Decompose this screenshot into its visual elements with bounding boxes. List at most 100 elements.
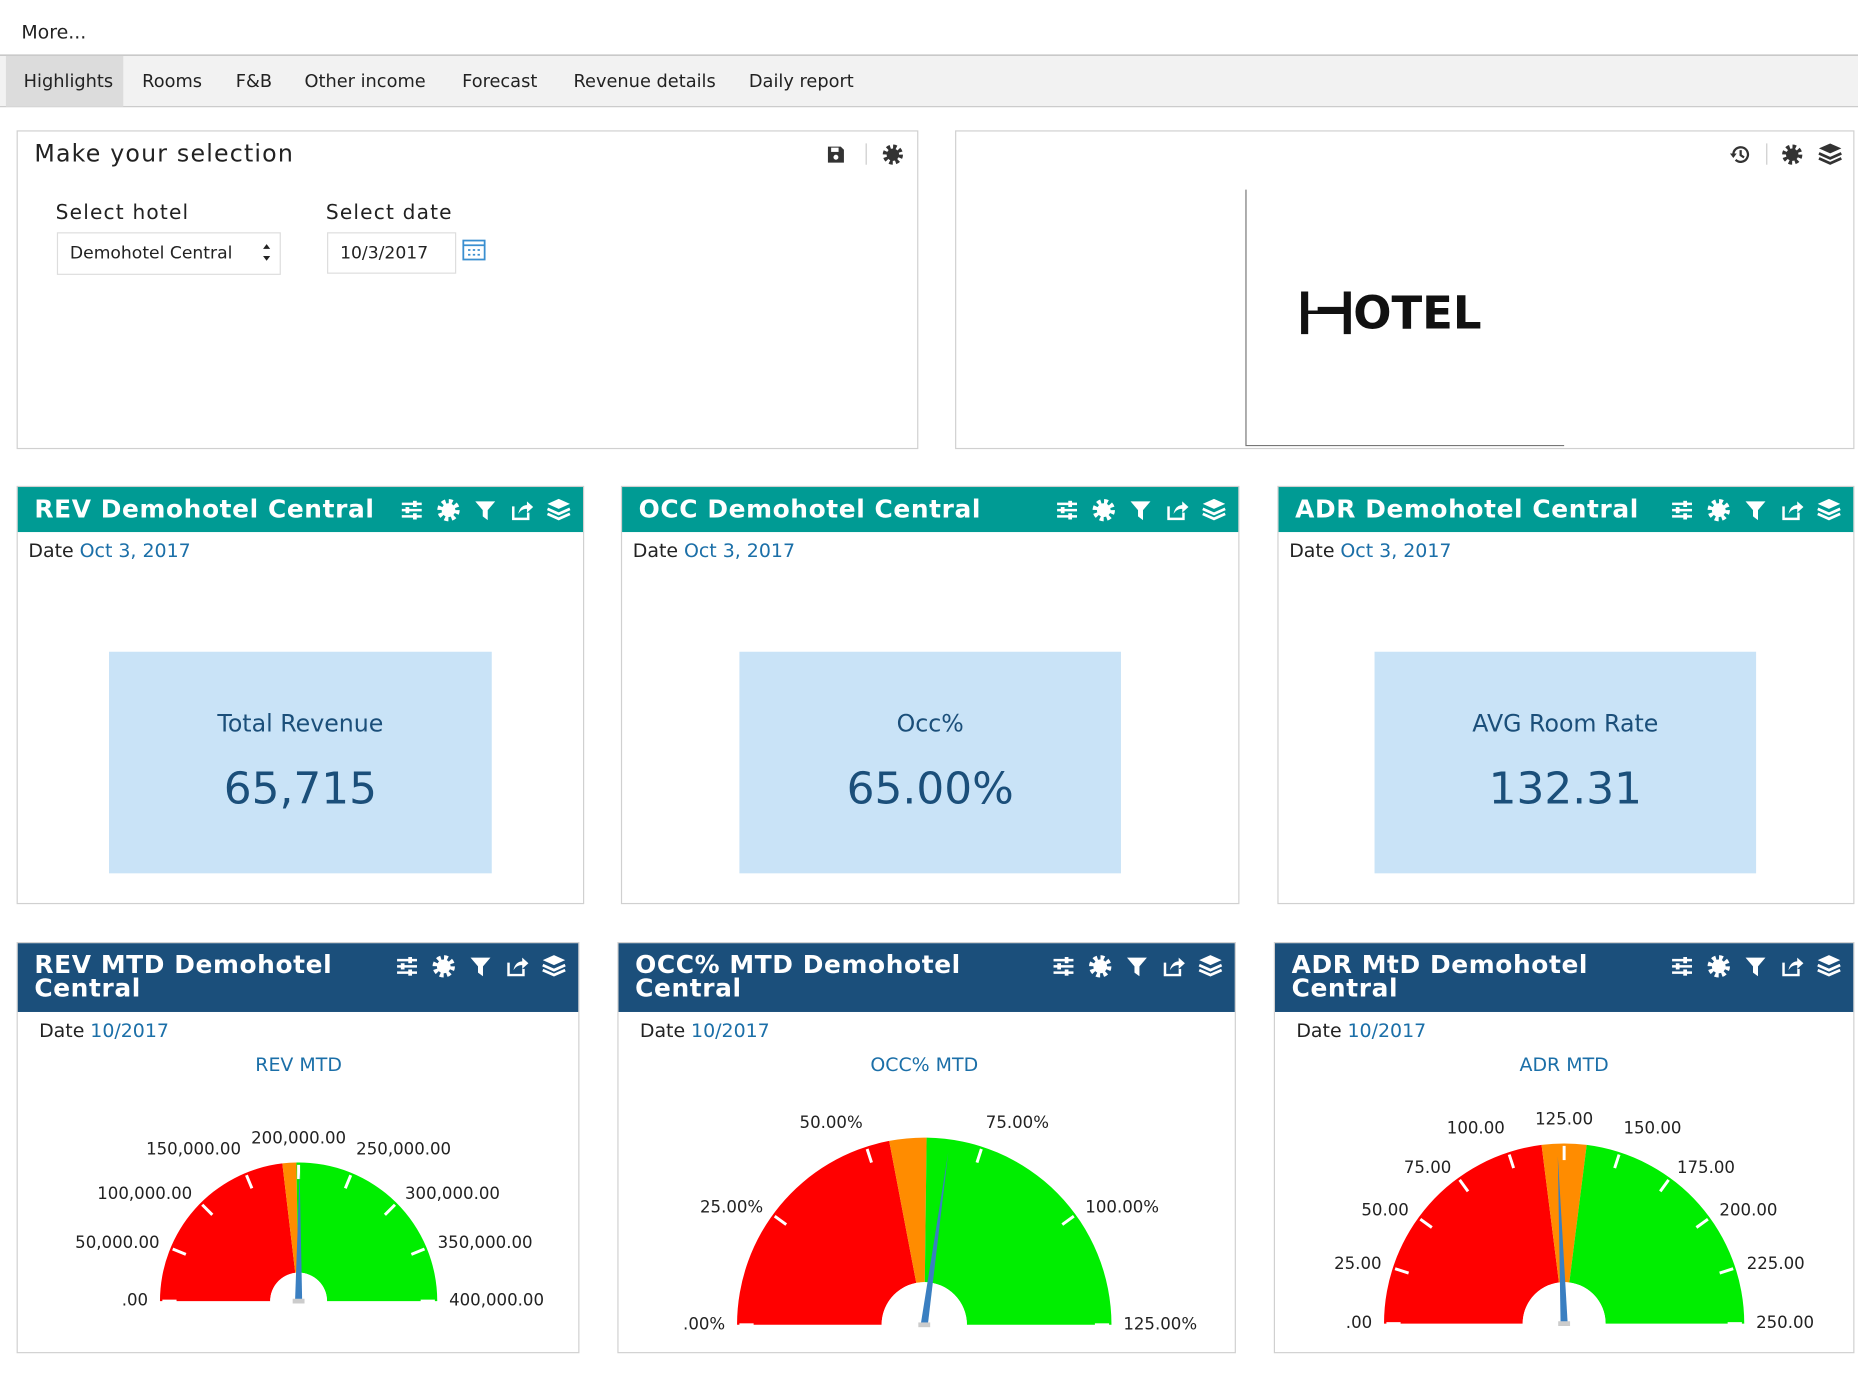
panel-header [1275,943,1854,1012]
tick-mark [172,1247,187,1256]
logo-frame [1245,189,1565,446]
select-arrows [263,244,271,261]
tick-label: 100,000.00 [97,1184,192,1203]
panel-title: OCC% MTD Demohotel Central [635,952,961,1003]
gauge-needle [920,1152,949,1326]
tick-label: 150.00 [1623,1119,1681,1138]
select-value: Demohotel Central [70,244,232,264]
tick-label: 50.00 [1361,1200,1408,1219]
tab[interactable]: Daily report [749,72,854,92]
kpi-box [1374,651,1757,874]
gauge-title: ADR MTD [1520,1054,1609,1076]
tick-mark [1419,1217,1433,1229]
tick-label: 75.00 [1404,1158,1451,1177]
kpi-label: Total Revenue [216,710,383,738]
tick-mark [1659,1178,1670,1193]
needle-base [918,1322,931,1328]
kpi-box [739,651,1121,874]
date-label: Date [39,1019,84,1041]
tab[interactable]: F&B [236,72,272,92]
tick-label: .00 [122,1291,148,1310]
date-label: Date [640,1019,685,1041]
needle-base [1558,1321,1571,1326]
tab[interactable]: Highlights [24,72,113,92]
sliders-icon[interactable] [1055,499,1079,521]
date-value: 10/2017 [90,1019,169,1041]
tick-mark [975,1148,983,1163]
date-value: Oct 3, 2017 [80,540,191,562]
more-link[interactable]: More... [21,22,86,44]
gauge-title: OCC% MTD [870,1054,978,1076]
tick-mark [1061,1214,1075,1226]
gauge-band [889,1137,927,1283]
tick-label: 50,000.00 [75,1233,159,1252]
gauge-band [737,1140,917,1325]
tick-label: .00 [1346,1313,1372,1332]
tab[interactable]: Forecast [462,72,537,92]
tick-label: .00% [683,1314,725,1333]
save-icon[interactable] [827,146,844,163]
gauge-band [1384,1144,1559,1324]
sliders-icon[interactable] [395,955,419,977]
date-line: Date 10/2017 [39,1019,169,1041]
kpi-value: 132.31 [1489,764,1642,815]
tick-label: 250,000.00 [356,1140,451,1159]
kpi-label: Occ% [897,710,964,738]
sliders-icon[interactable] [1052,955,1075,977]
tick-mark [773,1214,788,1226]
sliders-icon[interactable] [1670,499,1694,521]
tab-bar [0,54,1858,107]
tick-label: 225.00 [1747,1254,1805,1273]
tick-label: 200,000.00 [251,1128,346,1147]
tab[interactable]: Other income [305,72,426,92]
kpi-value: 65.00% [847,764,1014,815]
sliders-icon[interactable] [400,499,423,521]
panel-title: Make your selection [34,140,294,168]
date-value: Oct 3, 2017 [1340,540,1451,562]
field-label: Select hotel [56,200,190,224]
sliders-icon[interactable] [1670,955,1694,977]
tick-label: 300,000.00 [405,1184,500,1203]
tick-mark [245,1174,254,1189]
gauge-title: REV MTD [255,1054,342,1076]
logo-text: OTEL [1353,286,1481,339]
tick-mark [1695,1217,1709,1229]
panel-header [622,487,1239,533]
gauge-band [296,1162,438,1302]
panel-header [17,943,579,1012]
tick-label: 400,000.00 [449,1291,544,1310]
date-label: Date [633,540,678,562]
tick-mark [383,1203,397,1216]
panel-title: OCC Demohotel Central [639,495,981,524]
panel-title-box: REV MTD Demohotel Central [34,952,333,1003]
gauge-band [282,1162,299,1273]
tick-label: 250.00 [1756,1313,1814,1332]
tick-label: 75.00% [986,1113,1049,1132]
tick-mark [1719,1267,1734,1275]
logo-frame-border [1245,189,1565,447]
date-input[interactable] [327,232,457,274]
panel-header [618,943,1235,1012]
date-line: Date 10/2017 [640,1019,770,1041]
panel-title-box: ADR MtD Demohotel Central [1291,952,1589,1003]
panel-title: ADR MtD Demohotel Central [1291,952,1589,1003]
tick-label: 350,000.00 [438,1233,533,1252]
tick-label: 100.00 [1447,1119,1505,1138]
tick-mark [410,1247,426,1256]
date-label: Date [28,540,73,562]
tab[interactable]: Rooms [142,72,202,92]
date-value: 10/2017 [1348,1019,1427,1041]
tick-mark [1458,1178,1470,1193]
calendar-icon[interactable] [462,239,486,261]
panel-title: REV MTD Demohotel Central [34,952,333,1003]
tick-mark [1507,1154,1516,1169]
date-label: Date [1289,540,1334,562]
gauge-band [924,1137,1112,1325]
hotel-select[interactable] [56,232,281,275]
tab[interactable]: Revenue details [574,72,716,92]
tick-mark [201,1203,214,1216]
date-line: Date Oct 3, 2017 [1289,540,1451,562]
date-line: Date Oct 3, 2017 [633,540,795,562]
